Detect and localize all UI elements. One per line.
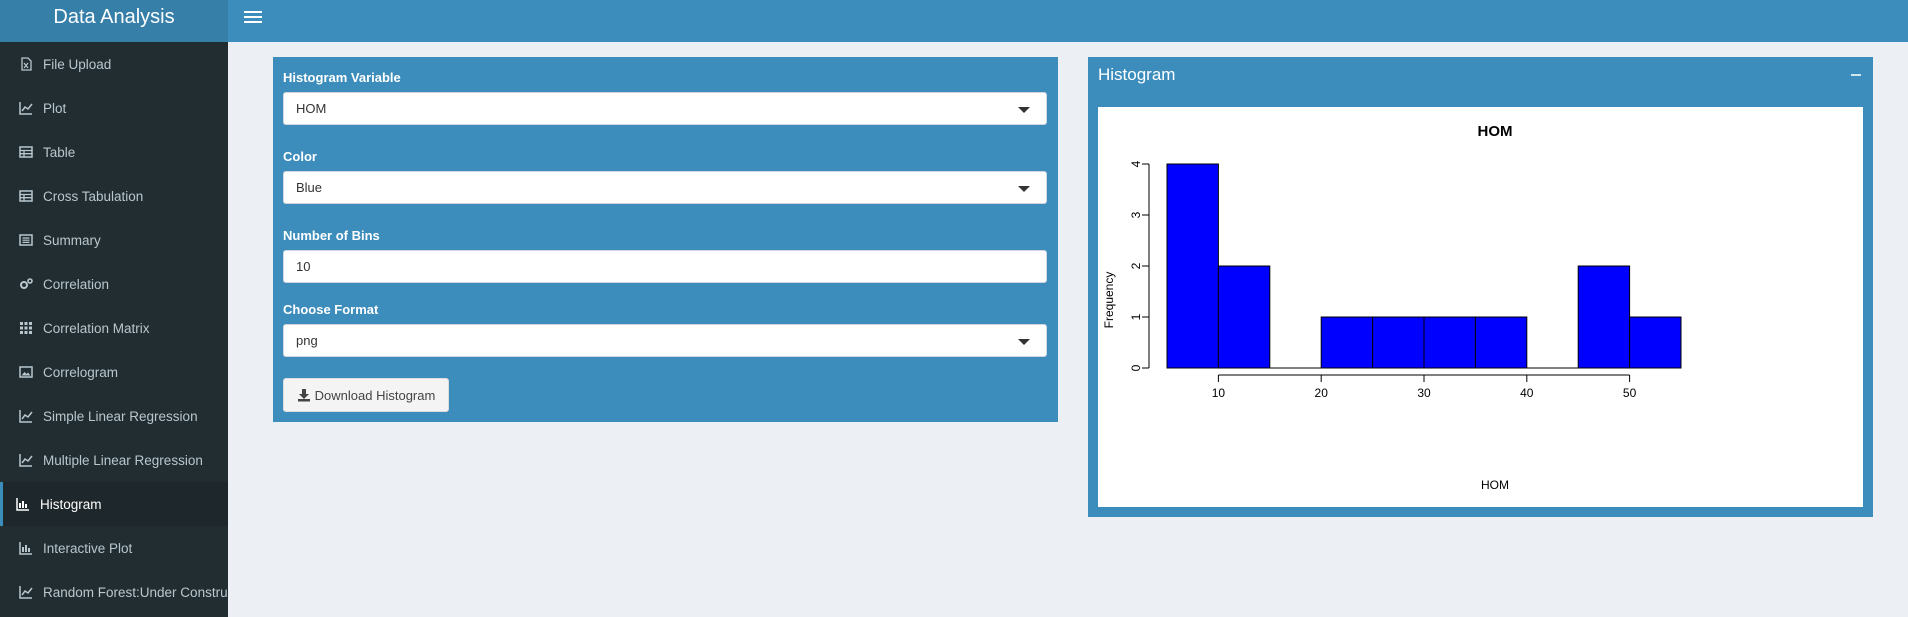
histogram-variable-value: HOM [296,101,327,116]
y-tick-label: 3 [1129,211,1143,218]
histogram-bar [1629,316,1682,369]
sidebar-item-label: Histogram [40,496,102,512]
format-label: Choose Format [283,302,379,317]
bins-label: Number of Bins [283,228,380,243]
caret-down-icon [1018,107,1030,113]
x-tick-label: 30 [1417,386,1431,400]
histogram-bar [1474,316,1528,369]
histogram-bar [1217,265,1271,369]
line-chart-icon [19,102,33,115]
sidebar-item-cross-tabulation[interactable]: Cross Tabulation [0,174,228,218]
bins-value: 10 [296,259,311,274]
sidebar-item-table[interactable]: Table [0,130,228,174]
sidebar-item-label: Plot [43,100,67,116]
list-alt-icon [19,234,33,246]
histogram-bar [1166,163,1219,369]
x-tick-label: 50 [1623,386,1637,400]
grid-icon [20,322,32,334]
color-label: Color [283,149,317,164]
sidebar-item-label: Simple Linear Regression [43,408,198,424]
bar-chart-icon [19,542,32,555]
sidebar-item-summary[interactable]: Summary [0,218,228,262]
format-select[interactable]: png [283,324,1047,357]
histogram-bar [1423,316,1476,369]
line-chart-icon [19,410,33,423]
top-navbar [228,0,1908,42]
y-tick-label: 2 [1129,262,1143,269]
image-icon [19,366,33,378]
sidebar-item-label: Correlogram [43,364,119,380]
x-tick-label: 10 [1212,386,1226,400]
sidebar-item-correlogram[interactable]: Correlogram [0,350,228,394]
sidebar: File Upload Plot Table Cross Tabulation Summ… [0,42,228,617]
histogram-chart: 10 20 30 40 50 0 1 2 3 4 HOM HOM Frequency [1102,123,1682,492]
bar-chart-icon [16,498,29,511]
sidebar-item-simple-linear-regression[interactable]: Simple Linear Regression [0,394,228,438]
histogram-bar [1372,316,1425,369]
x-tick-label: 20 [1315,386,1329,400]
y-tick-label: 4 [1129,160,1143,167]
color-value: Blue [296,180,323,195]
sidebar-item-interactive-plot[interactable]: Interactive Plot [0,526,228,570]
sidebar-item-label: Random Forest:Under Construction [43,584,228,600]
x-tick-label: 40 [1520,386,1534,400]
sidebar-item-label: File Upload [43,56,112,72]
table-icon [19,190,33,202]
histogram-bar [1320,316,1374,369]
y-tick-label: 0 [1129,364,1143,371]
sidebar-item-plot[interactable]: Plot [0,86,228,130]
line-chart-icon [19,586,33,599]
chart-title: HOM [1478,123,1513,140]
color-select[interactable]: Blue [283,171,1047,204]
sidebar-item-correlation[interactable]: Correlation [0,262,228,306]
cogs-icon [20,278,33,289]
histogram-controls-box: Histogram Variable HOM Color Blue Number… [273,57,1058,422]
caret-down-icon [1018,339,1030,345]
histogram-box: Histogram 10 20 30 40 50 0 1 2 3 4 HOM HOM Frequency [1088,57,1873,517]
sidebar-item-histogram[interactable]: Histogram [0,482,228,526]
sidebar-item-label: Correlation [43,276,110,292]
sidebar-toggle-icon[interactable] [244,9,262,27]
sidebar-item-label: Correlation Matrix [43,320,150,336]
bins-input[interactable]: 10 [283,250,1047,283]
file-excel-icon [21,57,32,71]
sidebar-item-label: Cross Tabulation [43,188,144,204]
sidebar-item-label: Multiple Linear Regression [43,452,203,468]
app-logo-title: Data Analysis [0,0,228,42]
y-tick-label: 1 [1129,313,1143,320]
y-axis-label: Frequency [1102,272,1116,329]
sidebar-item-label: Summary [43,232,101,248]
sidebar-item-label: Table [43,144,76,160]
sidebar-item-multiple-linear-regression[interactable]: Multiple Linear Regression [0,438,228,482]
histogram-variable-label: Histogram Variable [283,70,401,85]
download-histogram-button[interactable]: Download Histogram [283,378,449,412]
line-chart-icon [19,454,33,467]
sidebar-item-label: Interactive Plot [43,540,133,556]
histogram-plot: 10 20 30 40 50 0 1 2 3 4 HOM HOM Frequency [1098,107,1863,507]
sidebar-item-correlation-matrix[interactable]: Correlation Matrix [0,306,228,350]
x-axis-label: HOM [1481,478,1509,492]
table-icon [19,146,33,158]
download-icon [297,389,310,402]
format-value: png [296,333,318,348]
histogram-box-title: Histogram [1098,65,1176,84]
download-button-label: Download Histogram [314,387,436,403]
sidebar-item-random-forest-under-construction[interactable]: Random Forest:Under Construction [0,570,228,614]
histogram-bar [1577,265,1631,369]
collapse-minus-icon[interactable] [1851,74,1861,76]
caret-down-icon [1018,186,1030,192]
sidebar-item-file-upload[interactable]: File Upload [0,42,228,86]
histogram-variable-select[interactable]: HOM [283,92,1047,125]
